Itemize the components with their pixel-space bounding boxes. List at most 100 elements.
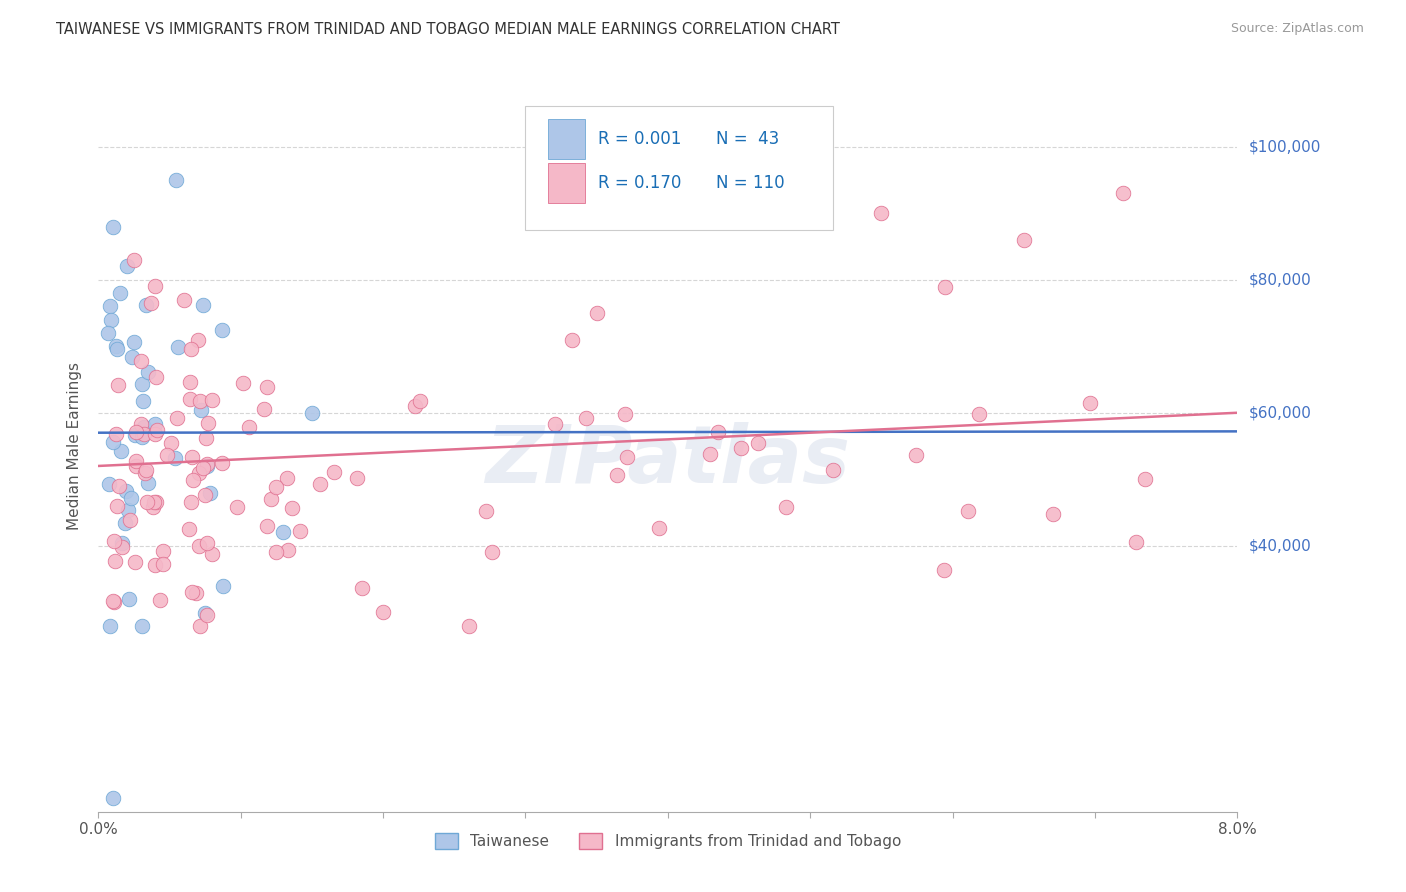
Point bbox=[121, 350, 143, 364]
Point bbox=[197, 536, 219, 550]
Point bbox=[188, 540, 211, 554]
Point bbox=[118, 513, 141, 527]
Point bbox=[152, 543, 174, 558]
Point bbox=[191, 461, 214, 475]
Point bbox=[409, 394, 432, 409]
Point bbox=[905, 448, 928, 462]
Point bbox=[195, 607, 218, 622]
Point bbox=[111, 535, 134, 549]
Point bbox=[197, 416, 219, 430]
Point bbox=[730, 441, 752, 455]
Point bbox=[211, 323, 233, 337]
Text: N = 110: N = 110 bbox=[716, 174, 785, 192]
Point bbox=[98, 299, 121, 313]
Point bbox=[474, 504, 496, 518]
Point bbox=[114, 516, 136, 531]
Point bbox=[145, 370, 167, 384]
Point bbox=[108, 286, 131, 301]
Point bbox=[143, 558, 166, 572]
Point bbox=[173, 293, 195, 307]
Point bbox=[134, 466, 156, 480]
Point bbox=[149, 593, 172, 607]
Point bbox=[142, 500, 165, 514]
Point bbox=[101, 791, 124, 805]
Point bbox=[197, 458, 219, 472]
Point bbox=[606, 467, 628, 482]
Point bbox=[125, 459, 148, 474]
Point bbox=[276, 471, 298, 485]
Point bbox=[195, 459, 218, 474]
Bar bbox=[548, 119, 585, 159]
Point bbox=[211, 456, 233, 470]
Point bbox=[134, 427, 156, 442]
Point bbox=[256, 519, 278, 533]
Point bbox=[1042, 508, 1064, 522]
Text: R = 0.170: R = 0.170 bbox=[599, 174, 682, 192]
Point bbox=[288, 524, 311, 538]
Point bbox=[163, 451, 186, 466]
Point bbox=[107, 378, 129, 392]
Point bbox=[136, 364, 159, 378]
Point bbox=[187, 333, 209, 347]
Point bbox=[264, 545, 287, 559]
Point bbox=[141, 295, 163, 310]
Point bbox=[129, 354, 152, 368]
Point bbox=[371, 605, 394, 619]
Point bbox=[957, 504, 980, 518]
Point bbox=[187, 466, 209, 480]
Point bbox=[194, 488, 217, 502]
Point bbox=[350, 581, 373, 595]
Point bbox=[120, 491, 142, 505]
Point bbox=[124, 454, 146, 468]
Point bbox=[143, 417, 166, 432]
Point bbox=[101, 434, 124, 449]
Point bbox=[131, 377, 153, 392]
Point bbox=[256, 380, 278, 394]
Point bbox=[1112, 186, 1135, 201]
Point bbox=[160, 435, 183, 450]
Point bbox=[266, 480, 288, 494]
Point bbox=[932, 563, 955, 577]
Point bbox=[165, 173, 187, 187]
Point bbox=[111, 540, 134, 554]
Point bbox=[188, 618, 211, 632]
Point bbox=[146, 423, 169, 437]
Point bbox=[179, 375, 201, 389]
Text: $100,000: $100,000 bbox=[1249, 139, 1320, 154]
Point bbox=[188, 394, 211, 409]
FancyBboxPatch shape bbox=[526, 106, 832, 230]
Point bbox=[585, 306, 607, 320]
Point bbox=[273, 525, 295, 540]
Point bbox=[198, 486, 221, 500]
Point bbox=[225, 500, 247, 514]
Point bbox=[561, 333, 583, 347]
Point bbox=[145, 427, 167, 442]
Point bbox=[110, 444, 132, 458]
Point bbox=[103, 595, 125, 609]
Point bbox=[180, 342, 202, 356]
Text: TAIWANESE VS IMMIGRANTS FROM TRINIDAD AND TOBAGO MEDIAN MALE EARNINGS CORRELATIO: TAIWANESE VS IMMIGRANTS FROM TRINIDAD AN… bbox=[56, 22, 841, 37]
Point bbox=[135, 297, 157, 311]
Point bbox=[115, 260, 138, 274]
Point bbox=[124, 427, 146, 442]
Point bbox=[648, 521, 671, 535]
Legend: Taiwanese, Immigrants from Trinidad and Tobago: Taiwanese, Immigrants from Trinidad and … bbox=[429, 827, 907, 855]
Point bbox=[105, 500, 128, 514]
Point bbox=[775, 500, 797, 515]
Point bbox=[180, 450, 202, 464]
Point bbox=[180, 585, 202, 599]
Point bbox=[277, 542, 299, 557]
Point bbox=[232, 376, 254, 391]
Point bbox=[177, 522, 200, 536]
Point bbox=[211, 579, 233, 593]
Point bbox=[1012, 233, 1035, 247]
Point bbox=[575, 411, 598, 425]
Point bbox=[301, 406, 323, 420]
Point bbox=[179, 392, 201, 407]
Point bbox=[98, 618, 121, 632]
Point bbox=[346, 471, 368, 485]
Text: R = 0.001: R = 0.001 bbox=[599, 130, 682, 148]
Point bbox=[135, 463, 157, 477]
Point bbox=[457, 618, 479, 632]
Point bbox=[191, 298, 214, 312]
